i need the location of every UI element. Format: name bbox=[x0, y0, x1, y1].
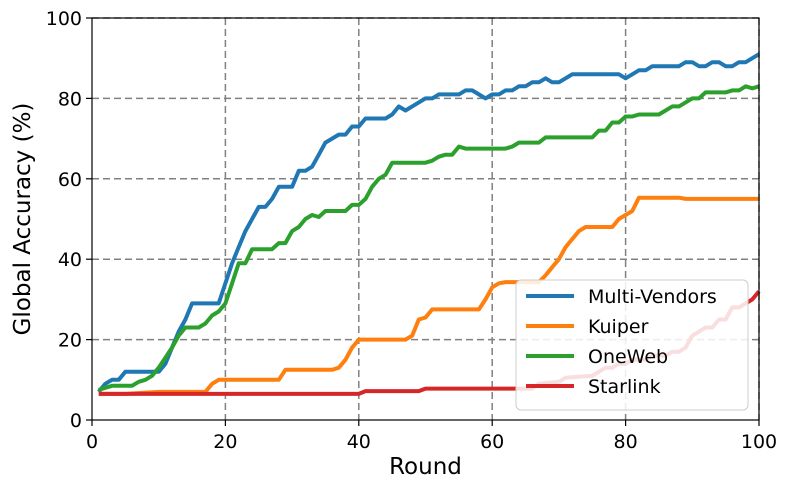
x-tick-label: 80 bbox=[614, 431, 638, 453]
legend: Multi-Vendors Kuiper OneWeb Starlink bbox=[515, 279, 749, 411]
x-axis-label: Round bbox=[389, 454, 462, 480]
x-tick-label: 0 bbox=[86, 431, 98, 453]
y-tick-label: 0 bbox=[70, 410, 82, 432]
y-tick-label: 80 bbox=[58, 88, 82, 110]
series-line-oneweb bbox=[98, 84, 760, 392]
x-tick-label: 20 bbox=[213, 431, 237, 453]
x-tick-label: 60 bbox=[480, 431, 504, 453]
y-tick-label: 20 bbox=[58, 330, 82, 352]
series-line-multi-vendors bbox=[97, 52, 761, 394]
x-tick-label: 40 bbox=[347, 431, 371, 453]
legend-label: Kuiper bbox=[588, 316, 649, 338]
legend-label: Multi-Vendors bbox=[588, 286, 717, 308]
axis-ticks: 0 20 40 60 80 100 0 20 40 60 80 100 bbox=[46, 8, 777, 453]
x-tick-label: 100 bbox=[741, 431, 777, 453]
y-tick-label: 40 bbox=[58, 249, 82, 271]
legend-label: Starlink bbox=[588, 376, 661, 398]
y-tick-label: 100 bbox=[46, 8, 82, 30]
legend-box bbox=[515, 279, 749, 411]
y-axis-label: Global Accuracy (%) bbox=[10, 103, 36, 336]
legend-label: OneWeb bbox=[588, 346, 668, 368]
series-line-kuiper bbox=[98, 195, 759, 396]
plot-frame bbox=[91, 17, 760, 421]
y-tick-label: 60 bbox=[58, 169, 82, 191]
